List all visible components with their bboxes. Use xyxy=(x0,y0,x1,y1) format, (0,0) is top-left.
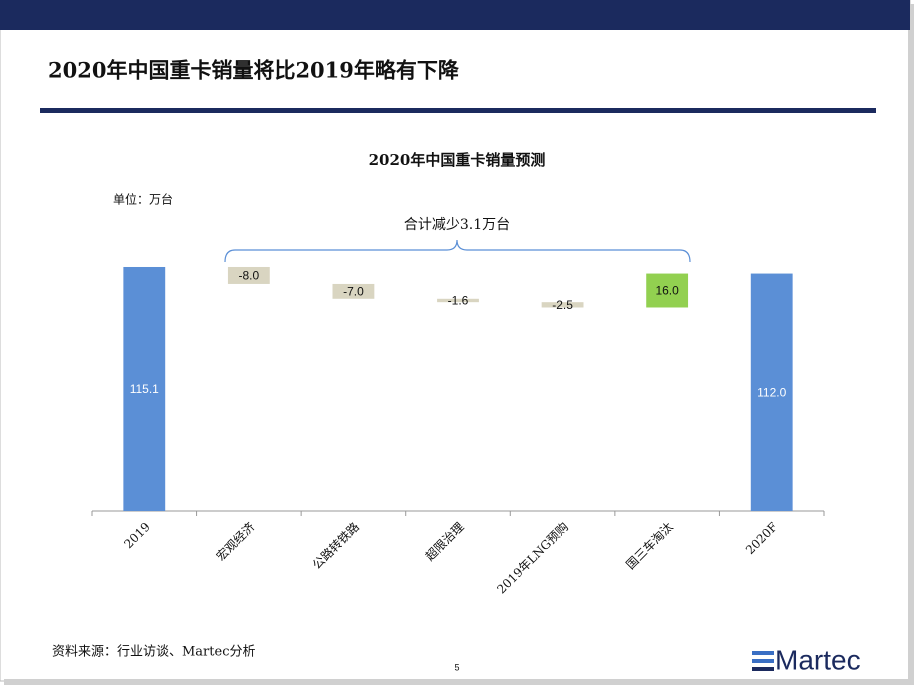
value-label: 112.0 xyxy=(757,385,786,399)
value-label: -7.0 xyxy=(343,285,364,299)
title-rule xyxy=(40,108,876,113)
bar xyxy=(227,266,270,284)
bar xyxy=(646,273,689,308)
page-number: 5 xyxy=(454,662,459,672)
value-label: -8.0 xyxy=(239,269,260,283)
logo-icon xyxy=(752,651,774,671)
bar xyxy=(437,298,479,303)
top-bar xyxy=(0,0,910,30)
bar xyxy=(123,266,166,511)
logo: Martec xyxy=(775,644,861,675)
bar xyxy=(332,283,375,299)
brace xyxy=(224,239,691,263)
value-label: 115.1 xyxy=(130,382,159,396)
value-label: 16.0 xyxy=(655,284,679,298)
slide-title: 2020年中国重卡销量将比2019年略有下降 xyxy=(48,58,460,83)
source: 资料来源：行业访谈、Martec分析 xyxy=(52,645,255,660)
unit-label: 单位：万台 xyxy=(113,192,173,207)
annotation: 合计减少3.1万台 xyxy=(404,217,510,233)
chart-title: 2020年中国重卡销量预测 xyxy=(369,151,546,169)
value-label: -1.6 xyxy=(448,294,469,308)
value-label: -2.5 xyxy=(552,298,573,312)
shadow xyxy=(4,679,914,685)
shadow xyxy=(908,4,914,685)
bar xyxy=(541,302,584,308)
bar xyxy=(750,273,793,511)
